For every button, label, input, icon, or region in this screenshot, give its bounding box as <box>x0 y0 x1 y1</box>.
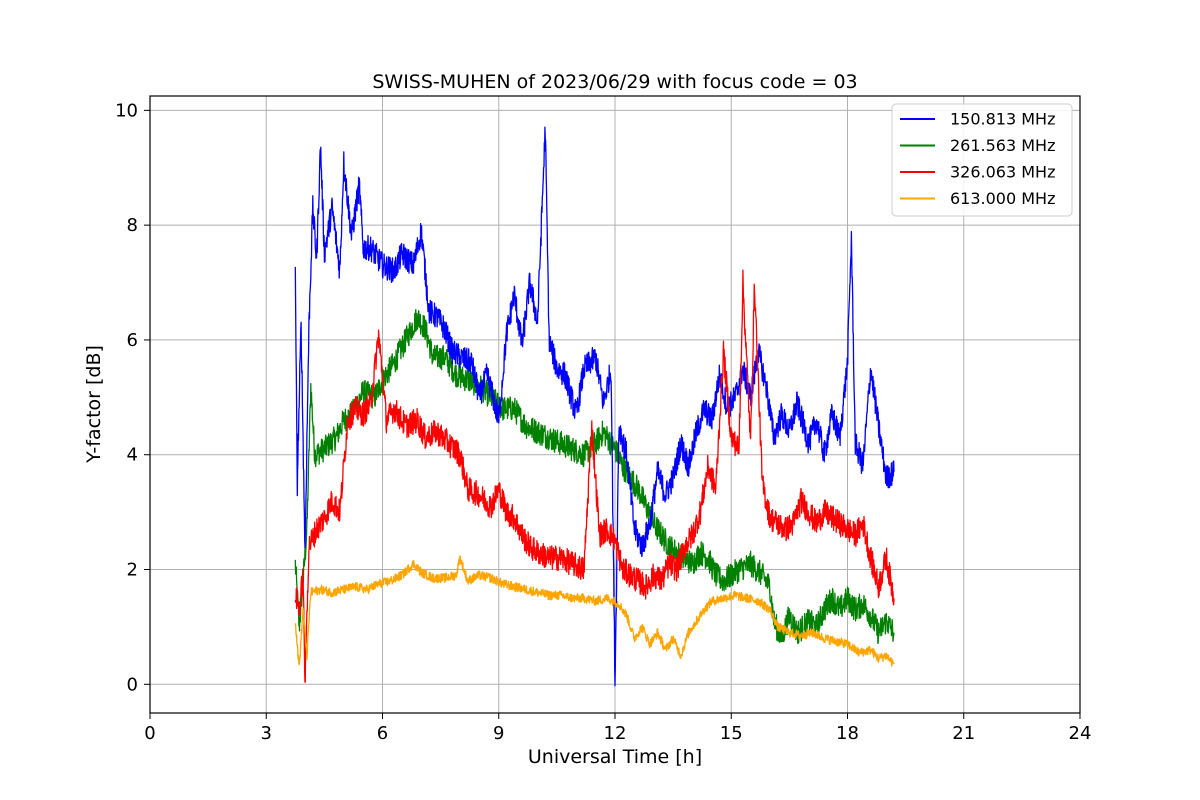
chart-title: SWISS-MUHEN of 2023/06/29 with focus cod… <box>372 71 857 93</box>
x-axis-label: Universal Time [h] <box>528 746 702 768</box>
y-tick-label: 4 <box>127 445 138 466</box>
x-tick-label: 18 <box>836 723 859 744</box>
x-tick-label: 6 <box>377 723 388 744</box>
x-axis: 0 3 6 9 12 15 18 21 24 <box>144 713 1091 744</box>
legend-entry-label: 613.000 MHz <box>950 189 1055 208</box>
x-tick-label: 12 <box>604 723 627 744</box>
y-tick-label: 8 <box>127 215 138 236</box>
x-tick-label: 0 <box>144 723 155 744</box>
legend-entry-label: 150.813 MHz <box>950 110 1055 129</box>
legend: 150.813 MHz 261.563 MHz 326.063 MHz 613.000… <box>891 103 1073 217</box>
y-tick-label: 10 <box>115 100 138 121</box>
x-tick-label: 9 <box>493 723 504 744</box>
y-tick-label: 2 <box>127 560 138 581</box>
series-line-0 <box>294 126 895 687</box>
y-axis-label: Y-factor [dB] <box>83 345 105 464</box>
y-tick-label: 6 <box>127 330 138 351</box>
y-tick-label: 0 <box>127 674 138 695</box>
legend-box <box>891 103 1073 217</box>
series-line-2 <box>294 269 895 684</box>
legend-entry-label: 261.563 MHz <box>950 136 1055 155</box>
x-tick-label: 24 <box>1069 723 1092 744</box>
series-layer <box>294 126 895 687</box>
x-tick-label: 15 <box>720 723 743 744</box>
y-axis: 0 2 4 6 8 10 <box>115 100 150 695</box>
legend-entry-label: 326.063 MHz <box>950 163 1055 182</box>
x-tick-label: 3 <box>261 723 272 744</box>
x-tick-label: 21 <box>952 723 975 744</box>
series-line-3 <box>294 555 895 667</box>
grid <box>149 96 1081 713</box>
